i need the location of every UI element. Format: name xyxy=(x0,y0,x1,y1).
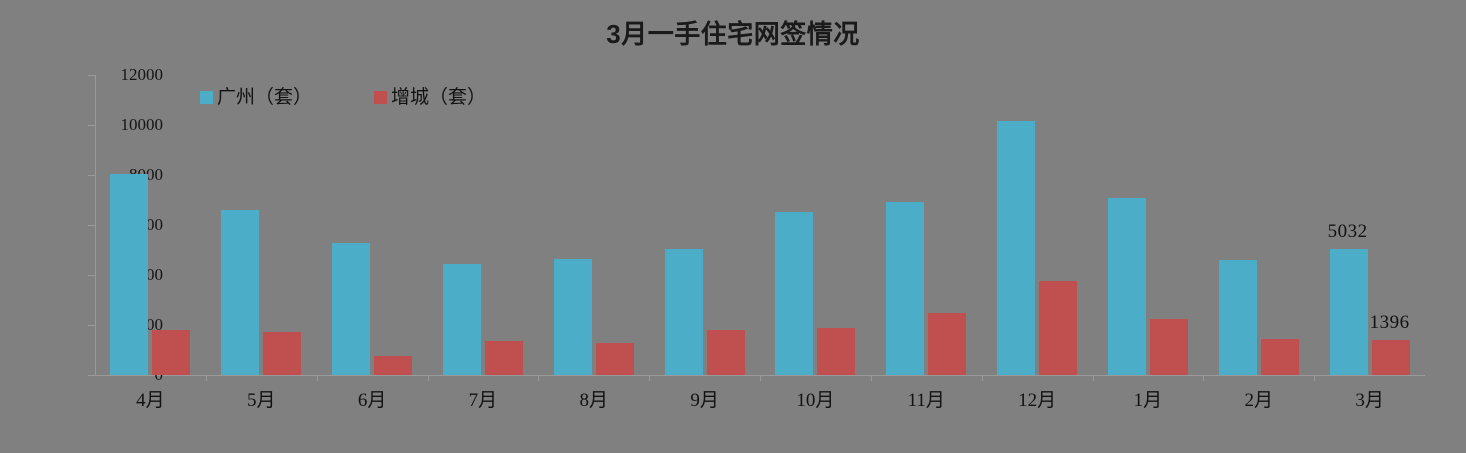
bar-zengcheng[interactable] xyxy=(1260,338,1299,375)
x-axis-category-label: 3月 xyxy=(1355,390,1384,411)
bar-guangzhou[interactable] xyxy=(332,243,371,375)
bar-group xyxy=(886,75,967,375)
x-axis-tick-mark xyxy=(649,375,651,381)
x-axis-tick-mark xyxy=(1203,375,1205,381)
bar-guangzhou[interactable] xyxy=(553,258,592,375)
x-axis-tick-mark xyxy=(538,375,540,381)
bar-zengcheng[interactable] xyxy=(928,312,967,375)
bar-guangzhou[interactable] xyxy=(664,249,703,375)
x-axis-category-label: 12月 xyxy=(1018,390,1057,411)
bar-guangzhou[interactable] xyxy=(1107,197,1146,375)
bar-zengcheng[interactable] xyxy=(152,329,191,375)
bar-zengcheng[interactable] xyxy=(484,340,523,375)
y-axis-tick-label: 12000 xyxy=(120,65,164,84)
bar-guangzhou[interactable] xyxy=(110,174,149,375)
bar-group xyxy=(442,75,523,375)
y-axis-tick-mark xyxy=(88,175,95,176)
x-axis-tick-mark xyxy=(1092,375,1094,381)
y-axis-tick-mark xyxy=(88,75,95,76)
bar-group xyxy=(332,75,413,375)
legend-swatch-zengcheng xyxy=(374,91,388,104)
y-axis-tick-mark xyxy=(88,125,95,126)
bar-zengcheng[interactable] xyxy=(263,331,302,375)
y-axis-line xyxy=(95,75,96,376)
bar-zengcheng[interactable] xyxy=(374,356,413,375)
x-axis-category-label: 11月 xyxy=(907,390,945,411)
bar-zengcheng[interactable] xyxy=(817,327,856,375)
bar-group xyxy=(1107,75,1188,375)
bar-group xyxy=(110,75,191,375)
bar-group xyxy=(553,75,634,375)
bar-group xyxy=(775,75,856,375)
bar-guangzhou[interactable] xyxy=(442,263,481,375)
x-axis-tick-mark xyxy=(316,375,318,381)
legend-item-guangzhou[interactable]: 广州（套） xyxy=(200,88,312,107)
x-axis-category-label: 8月 xyxy=(579,390,608,411)
x-axis-category-label: 9月 xyxy=(690,390,719,411)
x-axis-tick-mark xyxy=(205,375,207,381)
y-axis-tick-label: 10000 xyxy=(120,115,164,134)
x-axis-tick-mark xyxy=(760,375,761,381)
bar-zengcheng[interactable] xyxy=(706,329,745,375)
bar-guangzhou[interactable] xyxy=(886,201,925,375)
y-axis-tick-mark xyxy=(88,225,95,226)
bar-value-label: 5032 xyxy=(1327,221,1368,243)
bar-group xyxy=(221,75,302,375)
legend-label-guangzhou: 广州（套） xyxy=(217,87,313,108)
bar-guangzhou[interactable] xyxy=(1329,249,1368,375)
x-axis-category-labels: 4月 5月 6月 7月 8月 9月 10月 11月 12月 1月 2月 3月 xyxy=(95,385,1425,415)
y-axis-tick-mark xyxy=(88,375,95,376)
bar-zengcheng[interactable] xyxy=(1371,340,1410,375)
bar-group xyxy=(664,75,745,375)
y-axis-tick-mark xyxy=(88,325,95,326)
x-axis-tick-mark xyxy=(870,375,872,381)
x-axis-category-label: 5月 xyxy=(246,390,276,411)
bar-zengcheng[interactable] xyxy=(1149,318,1188,375)
x-axis-category-label: 1月 xyxy=(1133,390,1163,411)
bar-group: 5032 1396 xyxy=(1327,75,1410,375)
x-axis-category-label: 4月 xyxy=(136,390,165,411)
x-axis-tick-mark xyxy=(1314,375,1316,381)
bar-zengcheng[interactable] xyxy=(595,343,634,375)
legend-item-zengcheng[interactable]: 增城（套） xyxy=(374,88,486,107)
bar-guangzhou[interactable] xyxy=(775,211,814,375)
x-axis-tick-mark xyxy=(981,375,983,381)
x-axis-category-label: 10月 xyxy=(796,390,835,411)
bar-guangzhou[interactable] xyxy=(997,121,1036,375)
x-axis-category-label: 6月 xyxy=(357,390,387,411)
chart-legend: 广州（套） 增城（套） xyxy=(200,88,486,107)
legend-swatch-guangzhou xyxy=(200,91,213,104)
bar-value-label: 1396 xyxy=(1369,312,1410,334)
x-axis-category-label: 7月 xyxy=(468,390,498,411)
bar-group xyxy=(997,75,1078,375)
bar-guangzhou[interactable] xyxy=(1218,260,1257,375)
x-axis-tick-mark xyxy=(427,375,429,381)
legend-label-zengcheng: 增城（套） xyxy=(391,87,487,108)
bar-guangzhou[interactable] xyxy=(221,210,260,375)
y-axis-tick-mark xyxy=(88,275,95,276)
bar-zengcheng[interactable] xyxy=(1039,281,1078,375)
x-axis-category-label: 2月 xyxy=(1244,390,1273,411)
bar-group xyxy=(1218,75,1299,375)
chart-title: 3月一手住宅网签情况 xyxy=(606,19,860,49)
